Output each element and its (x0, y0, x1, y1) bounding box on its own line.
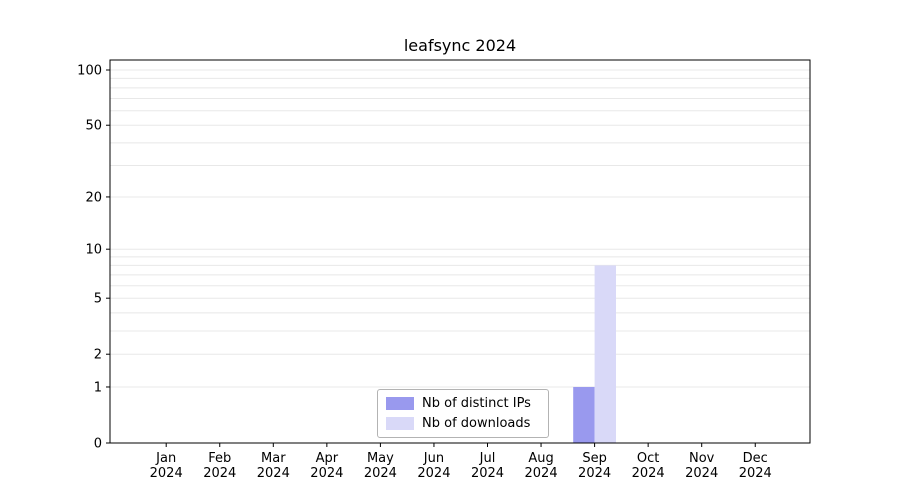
x-tick-label: Aug 2024 (525, 451, 558, 481)
chart-title: leafsync 2024 (403, 36, 517, 55)
plot-border (109, 59, 811, 444)
y-tick-label: 50 (85, 119, 102, 134)
y-tick-label: 2 (94, 348, 102, 363)
x-tick-label: May 2024 (364, 451, 397, 481)
x-tick-label: Jul 2024 (471, 451, 504, 481)
x-tick-label: Apr 2024 (310, 451, 343, 481)
x-tick-label: Jun 2024 (417, 451, 450, 481)
x-tick-label: Mar 2024 (257, 451, 290, 481)
x-tick-label: Dec 2024 (739, 451, 772, 481)
y-tick-label: 100 (77, 64, 102, 79)
legend-item-downloads: Nb of downloads (386, 416, 540, 431)
legend-item-distinct-ips: Nb of distinct IPs (386, 396, 540, 411)
x-tick-label: Oct 2024 (632, 451, 665, 481)
bar-distinct-ips (573, 386, 595, 443)
y-tick-label: 0 (94, 437, 102, 452)
x-tick-label: Nov 2024 (685, 451, 718, 481)
legend-label-distinct-ips: Nb of distinct IPs (422, 396, 531, 411)
legend: Nb of distinct IPs Nb of downloads (377, 389, 549, 438)
x-tick-label: Jan 2024 (150, 451, 183, 481)
y-tick-label: 1 (94, 380, 102, 395)
bar-downloads (594, 265, 616, 443)
x-tick-label: Feb 2024 (203, 451, 236, 481)
x-tick-label: Sep 2024 (578, 451, 611, 481)
y-tick-label: 5 (94, 292, 102, 307)
legend-swatch-distinct-ips (386, 397, 414, 410)
y-tick-label: 10 (85, 243, 102, 258)
legend-label-downloads: Nb of downloads (422, 416, 531, 431)
y-tick-label: 20 (85, 190, 102, 205)
legend-swatch-downloads (386, 417, 414, 430)
